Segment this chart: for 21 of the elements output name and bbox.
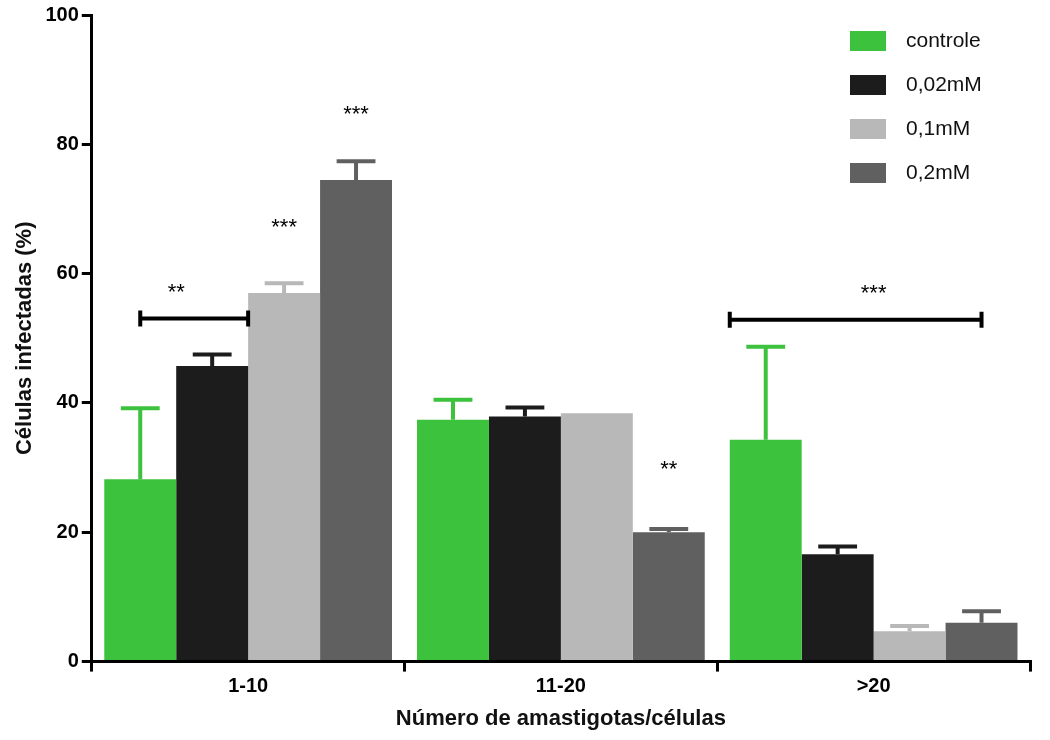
legend-label: 0,02mM bbox=[906, 71, 982, 95]
x-tick-label: 11-20 bbox=[535, 674, 586, 697]
y-tick-label: 0 bbox=[67, 649, 79, 672]
legend-label: 0,2mM bbox=[906, 159, 971, 183]
y-tick-label: 100 bbox=[45, 2, 79, 25]
annotation: ** bbox=[167, 278, 186, 304]
y-tick-label: 60 bbox=[56, 261, 79, 284]
y-tick-label: 40 bbox=[56, 390, 79, 413]
bar bbox=[560, 413, 633, 661]
x-tick-label: >20 bbox=[856, 674, 891, 697]
legend-label: controle bbox=[906, 27, 981, 51]
x-axis-title: Número de amastigotas/células bbox=[395, 704, 726, 730]
x-tick-label: 1-10 bbox=[228, 674, 269, 697]
y-tick-label: 20 bbox=[56, 519, 79, 542]
y-axis-title: Células infectadas (%) bbox=[11, 221, 37, 456]
annotation: *** bbox=[343, 100, 370, 126]
legend-label: 0,1mM bbox=[906, 115, 971, 139]
annotation: *** bbox=[860, 279, 887, 305]
annotation: ** bbox=[660, 456, 678, 482]
y-tick-label: 80 bbox=[56, 131, 79, 154]
annotation: *** bbox=[271, 213, 298, 239]
